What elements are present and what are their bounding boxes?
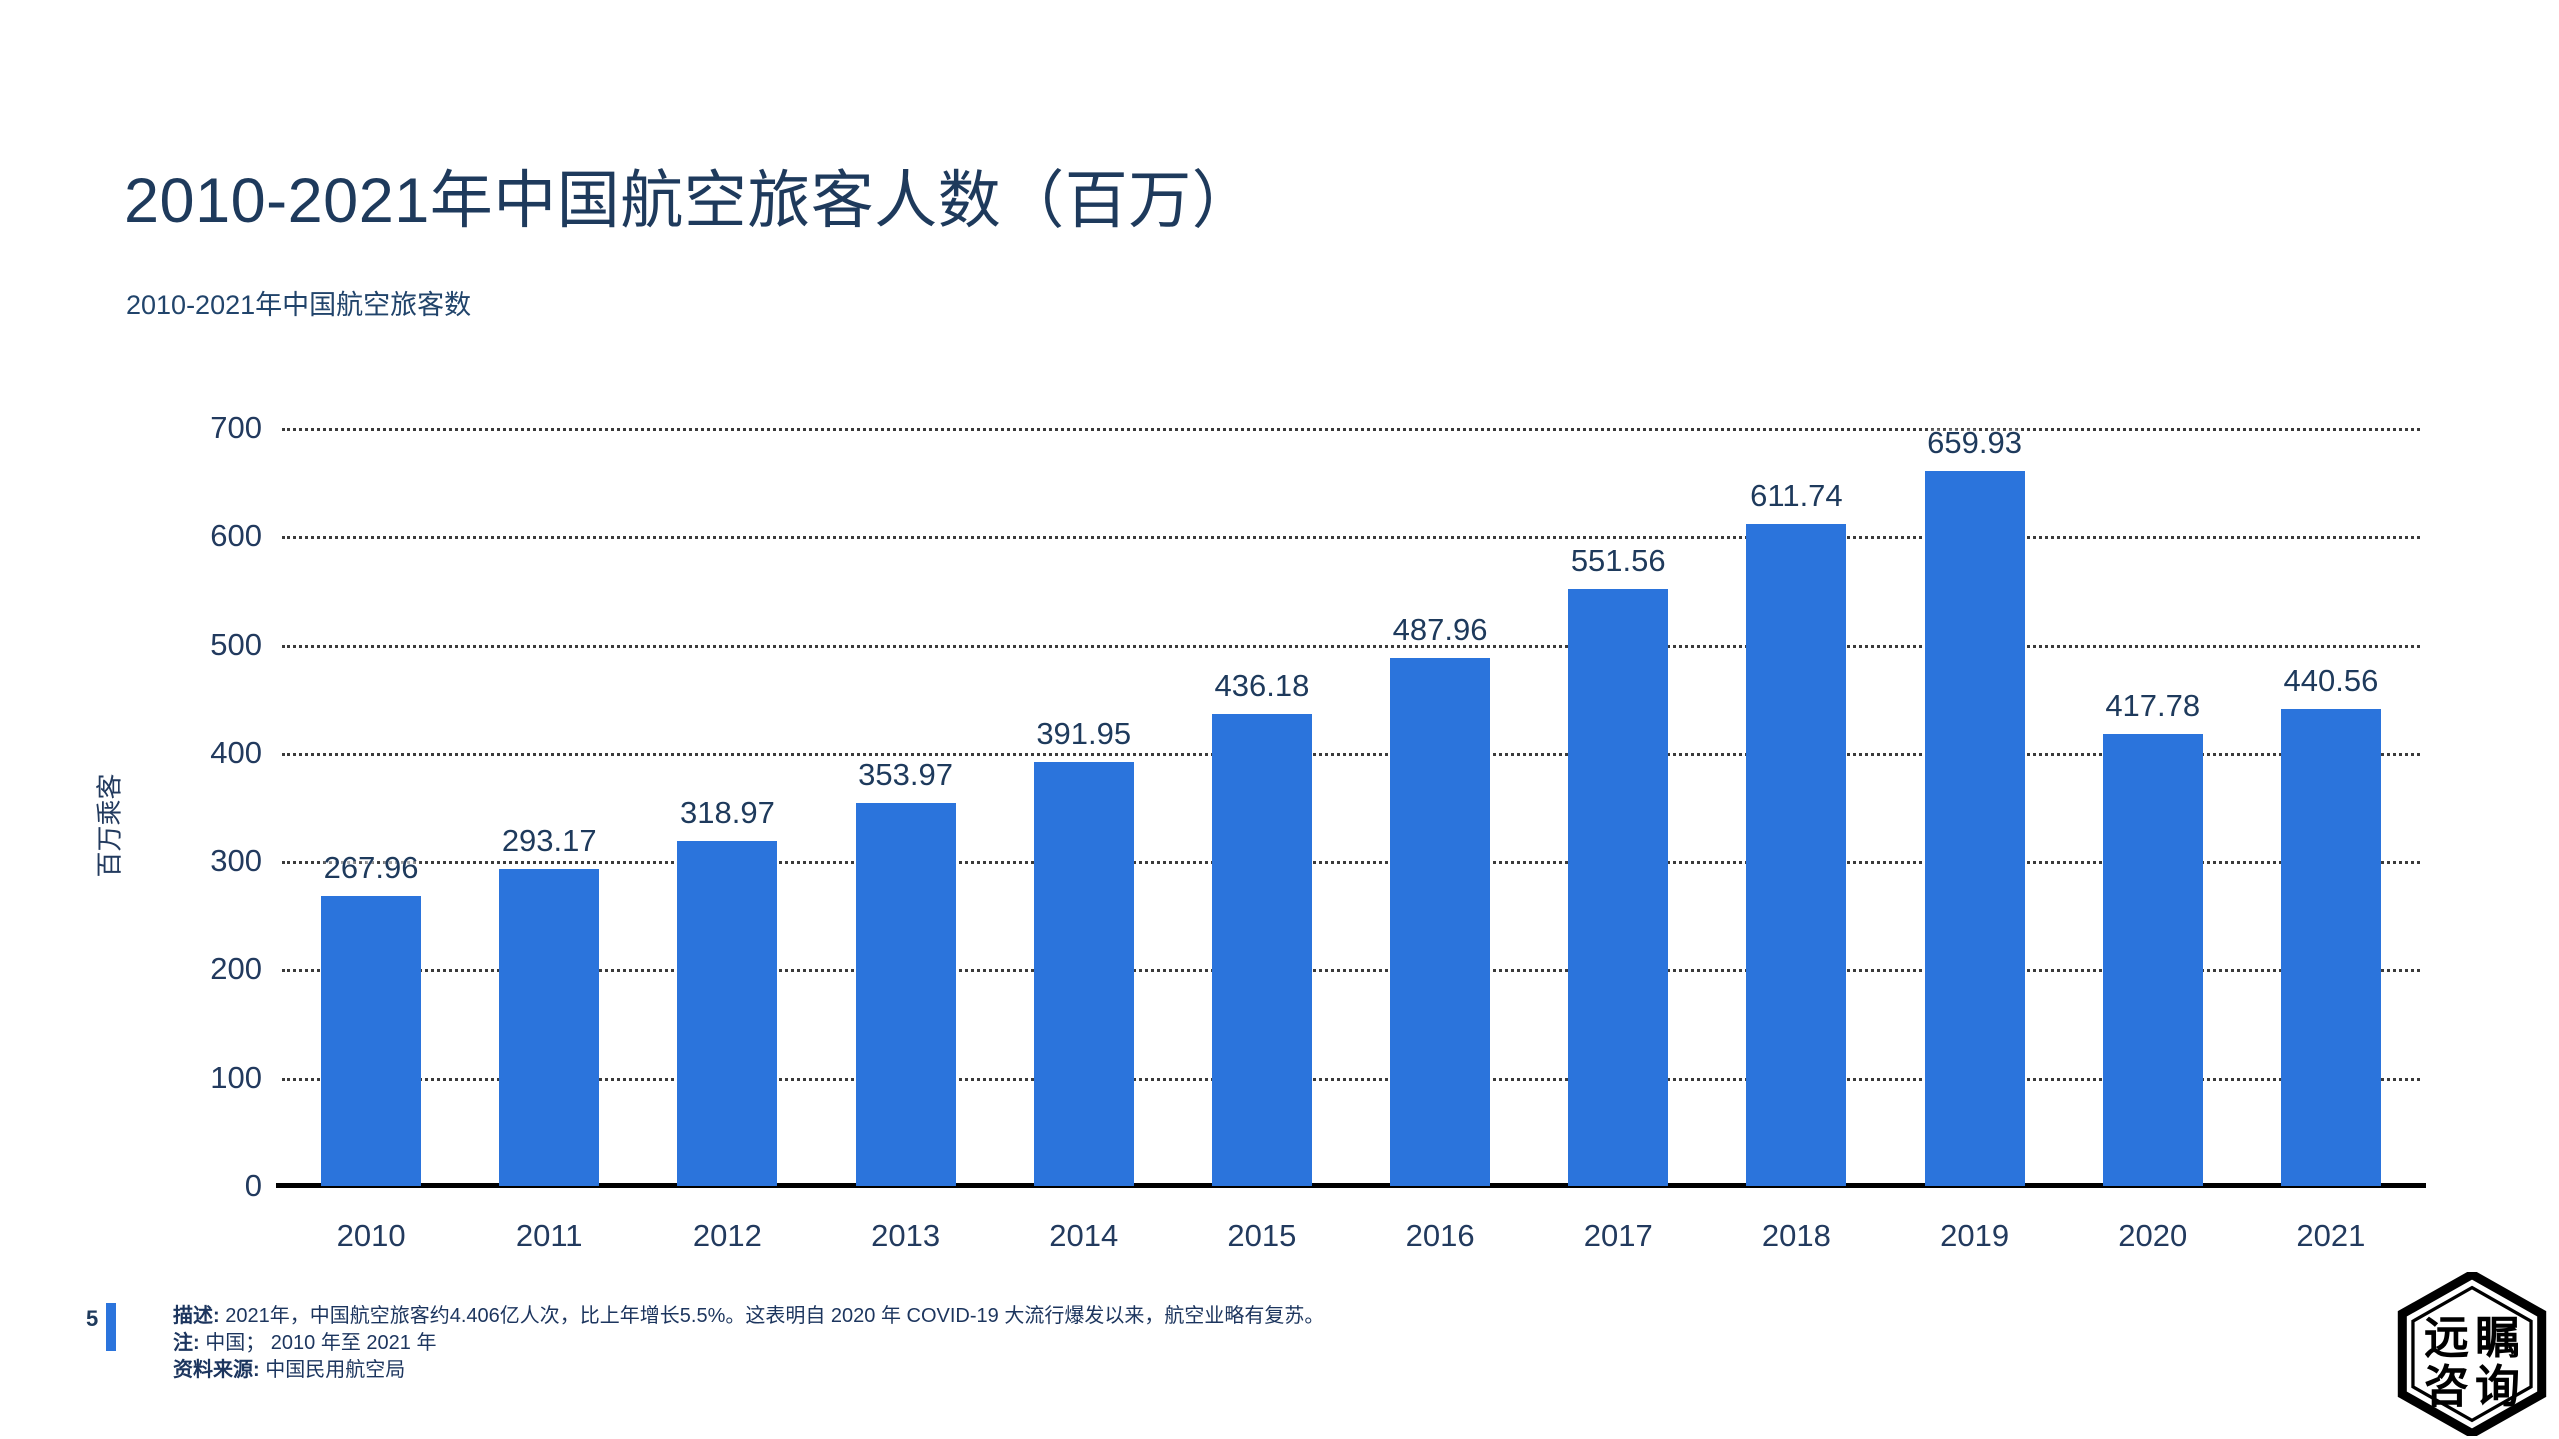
- footer-source-text: 中国民用航空局: [265, 1359, 406, 1381]
- y-tick-label-100: 100: [210, 1059, 262, 1095]
- footer-description-label: 描述:: [173, 1305, 220, 1327]
- bar-2012: [677, 840, 778, 1186]
- hexagon-icon: [2397, 1272, 2547, 1436]
- bar-value-label-2018: 611.74: [1750, 477, 1843, 513]
- footer-note-text: 中国； 2010 年至 2021 年: [205, 1332, 437, 1354]
- bar-slot-2016: 487.96: [1351, 428, 1529, 1186]
- logo-text-top: 远瞩: [2423, 1311, 2526, 1363]
- bar-slot-2014: 391.95: [995, 428, 1173, 1186]
- bar-value-label-2020: 417.78: [2105, 687, 2201, 723]
- bar-2017: [1568, 588, 1669, 1186]
- bar-value-label-2021: 440.56: [2283, 662, 2379, 698]
- x-tick-label-2021: 2021: [2296, 1218, 2366, 1253]
- bar-value-label-2013: 353.97: [858, 756, 953, 792]
- bar-slot-2011: 293.17: [460, 428, 638, 1186]
- page-number: 5: [86, 1306, 99, 1331]
- x-tick-label-2011: 2011: [515, 1218, 583, 1253]
- bar-2019: [1924, 471, 2025, 1186]
- x-tick-label-2013: 2013: [871, 1218, 941, 1253]
- footer-note-line: 注: 中国； 2010 年至 2021 年: [173, 1330, 1324, 1357]
- bar-slot-2020: 417.78: [2064, 428, 2242, 1186]
- page-title: 2010-2021年中国航空旅客人数（百万）: [124, 166, 1256, 236]
- x-tick-label-2020: 2020: [2118, 1218, 2188, 1253]
- gridline-100: [282, 1077, 2420, 1081]
- y-tick-label-300: 300: [210, 843, 262, 879]
- x-axis-line: [276, 1183, 2426, 1188]
- x-tick-label-2010: 2010: [336, 1218, 406, 1253]
- bar-2016: [1390, 657, 1491, 1186]
- footer-note-label: 注:: [173, 1332, 200, 1354]
- gridline-400: [282, 752, 2420, 756]
- bar-value-label-2016: 487.96: [1392, 611, 1488, 647]
- y-tick-label-600: 600: [210, 518, 262, 554]
- bar-slot-2015: 436.18: [1173, 428, 1351, 1186]
- y-tick-label-200: 200: [210, 951, 262, 987]
- x-tick-label-2018: 2018: [1761, 1218, 1831, 1253]
- x-tick-label-2012: 2012: [692, 1218, 762, 1253]
- y-tick-label-700: 700: [210, 410, 262, 445]
- bar-slot-2019: 659.93: [1886, 425, 2064, 1186]
- x-tick-label-2019: 2019: [1940, 1218, 2010, 1253]
- y-tick-label-0: 0: [244, 1168, 262, 1203]
- bar-2011: [499, 868, 600, 1186]
- footer-accent-bar: [106, 1303, 116, 1351]
- x-tick-label-2016: 2016: [1405, 1218, 1475, 1253]
- y-tick-label-400: 400: [210, 734, 262, 770]
- footer-description-text: 2021年，中国航空旅客约4.406亿人次，比上年增长5.5%。这表明自 202…: [225, 1305, 1325, 1327]
- bar-slot-2013: 353.97: [817, 428, 995, 1186]
- bar-2018: [1746, 523, 1847, 1186]
- bar-2010: [321, 895, 422, 1186]
- x-tick-label-2014: 2014: [1049, 1218, 1119, 1253]
- company-logo: 远瞩 咨询: [2388, 1272, 2556, 1436]
- bar-chart-plot-area: 267.96 293.17 318.97 353.97 391.95 436.18 487.…: [276, 425, 2426, 1188]
- chart-subtitle: 2010-2021年中国航空旅客数: [126, 290, 472, 320]
- bar-slot-2012: 318.97: [638, 428, 816, 1186]
- bar-slot-2017: 551.56: [1529, 428, 1707, 1186]
- bar-value-label-2011: 293.17: [501, 822, 597, 858]
- bar-slot-2021: 440.56: [2242, 428, 2420, 1186]
- bar-2020: [2102, 733, 2203, 1186]
- footer-source-line: 资料来源: 中国民用航空局: [173, 1357, 1324, 1384]
- y-tick-label-500: 500: [210, 626, 262, 662]
- bar-value-label-2012: 318.97: [679, 794, 775, 830]
- gridline-200: [282, 969, 2420, 973]
- logo-text-bottom: 咨询: [2423, 1360, 2526, 1412]
- gridline-700: [282, 428, 2420, 431]
- bar-value-label-2014: 391.95: [1036, 715, 1132, 751]
- gridline-600: [282, 536, 2420, 540]
- bar-2015: [1211, 713, 1312, 1186]
- bar-2014: [1033, 761, 1134, 1186]
- footer-notes: 描述: 2021年，中国航空旅客约4.406亿人次，比上年增长5.5%。这表明自…: [173, 1303, 1324, 1384]
- bar-value-label-2019: 659.93: [1927, 425, 2022, 461]
- footer-source-label: 资料来源:: [173, 1359, 260, 1381]
- bar-value-label-2017: 551.56: [1570, 542, 1666, 578]
- bar-value-label-2010: 267.96: [323, 849, 419, 885]
- bar-slot-2018: 611.74: [1707, 428, 1885, 1186]
- bar-2013: [855, 802, 956, 1186]
- footer-description-line: 描述: 2021年，中国航空旅客约4.406亿人次，比上年增长5.5%。这表明自…: [173, 1303, 1324, 1330]
- x-tick-label-2017: 2017: [1583, 1218, 1653, 1253]
- x-tick-label-2015: 2015: [1227, 1218, 1297, 1253]
- y-axis-title: 百万乘客: [94, 773, 125, 878]
- bar-2021: [2280, 708, 2381, 1186]
- bar-value-label-2015: 436.18: [1214, 667, 1310, 703]
- bar-slot-2010: 267.96: [282, 428, 460, 1186]
- gridline-300: [282, 861, 2420, 865]
- gridline-500: [282, 644, 2420, 648]
